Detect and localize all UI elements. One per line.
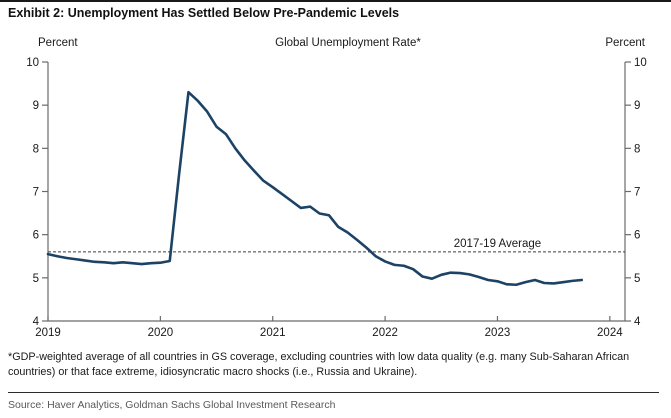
x-tick-label: 2021 — [260, 327, 286, 339]
exhibit-title: Exhibit 2: Unemployment Has Settled Belo… — [8, 6, 400, 20]
left-y-tick-label: 7 — [33, 187, 39, 199]
right-y-tick-label: 7 — [634, 187, 640, 199]
x-tick-label: 2022 — [372, 327, 398, 339]
x-tick-label: 2020 — [148, 327, 174, 339]
right-y-tick-label: 5 — [634, 273, 640, 285]
right-y-tick-label: 9 — [634, 100, 640, 112]
unemployment-rate-line — [46, 90, 584, 287]
right-y-tick-label: 10 — [634, 57, 647, 69]
chart-title: Global Unemployment Rate* — [275, 37, 421, 49]
x-tick-label: 2023 — [485, 327, 511, 339]
left-y-tick-label: 6 — [33, 230, 39, 242]
left-y-tick-label: 5 — [33, 273, 39, 285]
left-y-tick-label: 8 — [33, 143, 39, 155]
right-axis-unit-label: Percent — [605, 37, 645, 49]
left-y-tick-label: 9 — [33, 100, 39, 112]
left-y-tick-label: 10 — [26, 57, 39, 69]
chart-footnote: *GDP-weighted average of all countries i… — [8, 351, 630, 378]
source-divider-rule — [8, 392, 659, 393]
right-y-tick-label: 8 — [634, 143, 640, 155]
top-border-rule — [0, 0, 671, 2]
right-y-tick-label: 6 — [634, 230, 640, 242]
x-tick-label: 2024 — [597, 327, 623, 339]
right-y-tick-label: 4 — [634, 316, 641, 328]
x-tick-label: 2019 — [35, 327, 61, 339]
left-axis-unit-label: Percent — [38, 37, 78, 49]
average-reference-label: 2017-19 Average — [454, 238, 541, 250]
source-line: Source: Haver Analytics, Goldman Sachs G… — [8, 399, 336, 411]
left-y-tick-label: 4 — [33, 316, 40, 328]
